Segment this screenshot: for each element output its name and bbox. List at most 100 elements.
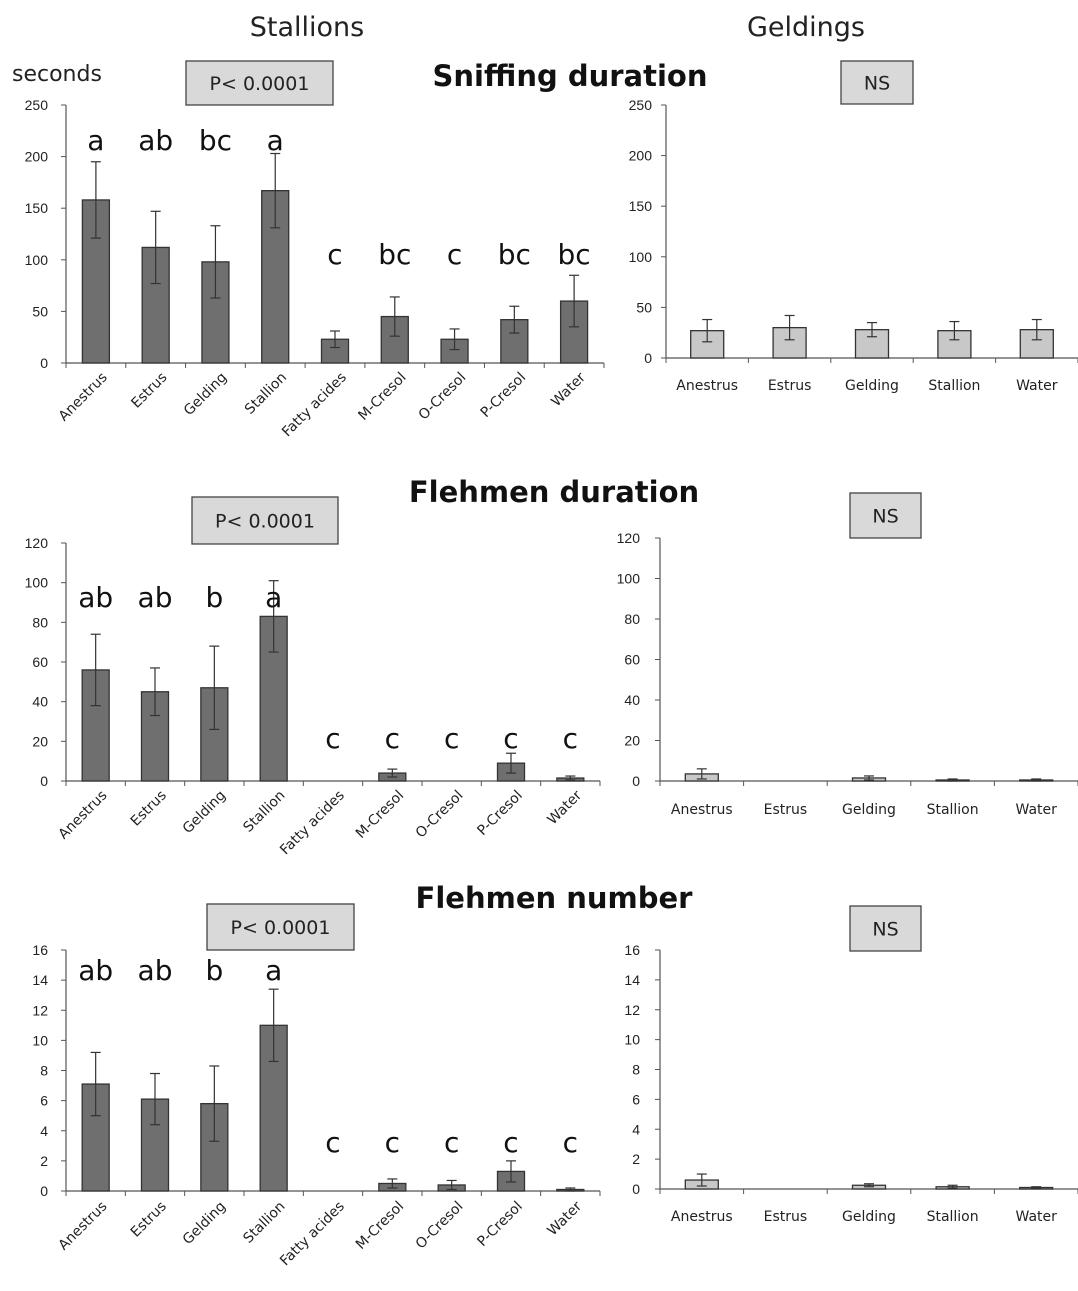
y-tick-label: 12 <box>624 1002 640 1018</box>
y-tick-label: 16 <box>32 942 48 958</box>
x-category-label: M-Cresol <box>353 788 407 842</box>
x-category-label: Estrus <box>128 370 170 412</box>
significance-letter: ab <box>138 581 173 614</box>
charts-layer: 050100150200250AnestrusaEstrusabGeldingb… <box>25 61 1078 1269</box>
y-tick-label: 40 <box>624 692 640 708</box>
x-category-label: P-Cresol <box>474 788 525 839</box>
x-category-label: Anestrus <box>676 378 738 394</box>
x-category-label: M-Cresol <box>355 370 409 424</box>
significance-letter: ab <box>138 124 173 157</box>
significance-letter: bc <box>199 124 232 157</box>
stat-label-text: P< 0.0001 <box>215 511 315 533</box>
significance-letter: a <box>265 954 282 987</box>
y-tick-label: 16 <box>624 942 640 958</box>
stat-label-text: NS <box>872 919 898 941</box>
x-category-label: Anestrus <box>671 1209 733 1225</box>
significance-letter: c <box>503 722 518 755</box>
x-category-label: Gelding <box>842 1209 896 1225</box>
x-category-label: Water <box>1016 802 1058 818</box>
y-tick-label: 250 <box>629 97 653 113</box>
y-tick-label: 80 <box>624 611 640 627</box>
significance-letter: bc <box>498 238 531 271</box>
y-tick-label: 20 <box>624 733 640 749</box>
y-tick-label: 8 <box>632 1062 640 1078</box>
stat-label-text: P< 0.0001 <box>210 73 310 95</box>
x-category-label: Estrus <box>764 802 808 818</box>
x-category-label: Gelding <box>180 788 229 837</box>
y-tick-label: 0 <box>40 355 48 371</box>
y-tick-label: 60 <box>32 654 48 670</box>
stat-label-text: NS <box>872 506 898 528</box>
y-tick-label: 120 <box>25 535 49 551</box>
significance-letter: c <box>503 1126 518 1159</box>
x-category-label: Stallion <box>927 1209 979 1225</box>
x-category-label: Fatty acides <box>279 370 350 441</box>
x-category-label: Stallion <box>242 370 290 418</box>
significance-letter: a <box>267 124 284 157</box>
x-category-label: Stallion <box>240 1199 288 1247</box>
significance-letter: c <box>385 1126 400 1159</box>
y-tick-label: 200 <box>25 149 49 165</box>
significance-letter: c <box>563 1126 578 1159</box>
x-category-label: Estrus <box>768 378 812 394</box>
x-category-label: Water <box>1016 378 1058 394</box>
x-category-label: Water <box>1016 1209 1058 1225</box>
x-category-label: Water <box>545 787 586 828</box>
x-category-label: O-Cresol <box>416 370 470 424</box>
x-category-label: Gelding <box>181 370 230 419</box>
x-category-label: Gelding <box>845 378 899 394</box>
significance-letter: c <box>447 238 462 271</box>
significance-letter: b <box>205 581 223 614</box>
panel-title-flehmen-duration: Flehmen duration <box>409 475 699 509</box>
y-tick-label: 100 <box>617 571 641 587</box>
significance-letter: ab <box>78 581 113 614</box>
significance-letter: c <box>325 1126 340 1159</box>
y-tick-label: 0 <box>632 773 640 789</box>
y-tick-label: 6 <box>40 1093 48 1109</box>
y-tick-label: 10 <box>32 1032 48 1048</box>
y-tick-label: 150 <box>629 198 653 214</box>
significance-letter: ab <box>78 954 113 987</box>
significance-letter: c <box>327 238 342 271</box>
significance-letter: c <box>325 722 340 755</box>
significance-letter: c <box>444 722 459 755</box>
y-tick-label: 150 <box>25 200 49 216</box>
y-tick-label: 0 <box>40 773 48 789</box>
y-tick-label: 100 <box>629 249 653 265</box>
y-tick-label: 120 <box>617 530 641 546</box>
y-tick-label: 12 <box>32 1002 48 1018</box>
y-tick-label: 60 <box>624 652 640 668</box>
x-category-label: Stallion <box>927 802 979 818</box>
y-tick-label: 40 <box>32 694 48 710</box>
chart-panel-5: 0 2 4 6 8 10 12 14 16 Anestrus ab Estrus ab Gelding b S… <box>32 904 600 1269</box>
y-tick-label: 50 <box>636 299 652 315</box>
y-tick-label: 4 <box>40 1123 48 1139</box>
x-category-label: O-Cresol <box>413 1199 467 1253</box>
x-category-label: Anestrus <box>56 370 111 425</box>
x-category-label: Estrus <box>128 1199 170 1241</box>
y-tick-label: 6 <box>632 1091 640 1107</box>
column-title-stallions: Stallions <box>250 12 364 43</box>
x-category-label: Gelding <box>180 1199 229 1248</box>
x-category-label: Anestrus <box>671 802 733 818</box>
y-tick-label: 8 <box>40 1063 48 1079</box>
chart-panel-4: 0 20 40 60 80 100 120 Anestrus Estrus Gelding Stal… <box>617 493 1078 818</box>
panel-title-sniffing-duration: Sniffing duration <box>433 59 708 93</box>
y-unit-label: seconds <box>12 62 102 87</box>
y-tick-label: 50 <box>32 303 48 319</box>
y-tick-label: 2 <box>632 1151 640 1167</box>
y-tick-label: 200 <box>629 148 653 164</box>
significance-letter: bc <box>558 238 591 271</box>
x-category-label: Anestrus <box>55 1199 110 1254</box>
y-tick-label: 2 <box>40 1153 48 1169</box>
chart-panel-6: 0 2 4 6 8 10 12 14 16 Anestrus Estrus Gelding Stalli… <box>624 906 1078 1225</box>
x-category-label: P-Cresol <box>478 370 529 421</box>
chart-panel-1: 0 50 100 150 200 250 Anestrus a Estrus ab Gelding b… <box>25 61 604 440</box>
significance-letter: c <box>444 1126 459 1159</box>
y-tick-label: 0 <box>632 1181 640 1197</box>
stat-label-text: P< 0.0001 <box>231 917 331 939</box>
y-tick-label: 250 <box>25 97 49 113</box>
x-category-label: Stallion <box>928 378 980 394</box>
chart-panel-2: 050100150200250Anestrus Estrus Gelding Stal… <box>629 61 1078 394</box>
